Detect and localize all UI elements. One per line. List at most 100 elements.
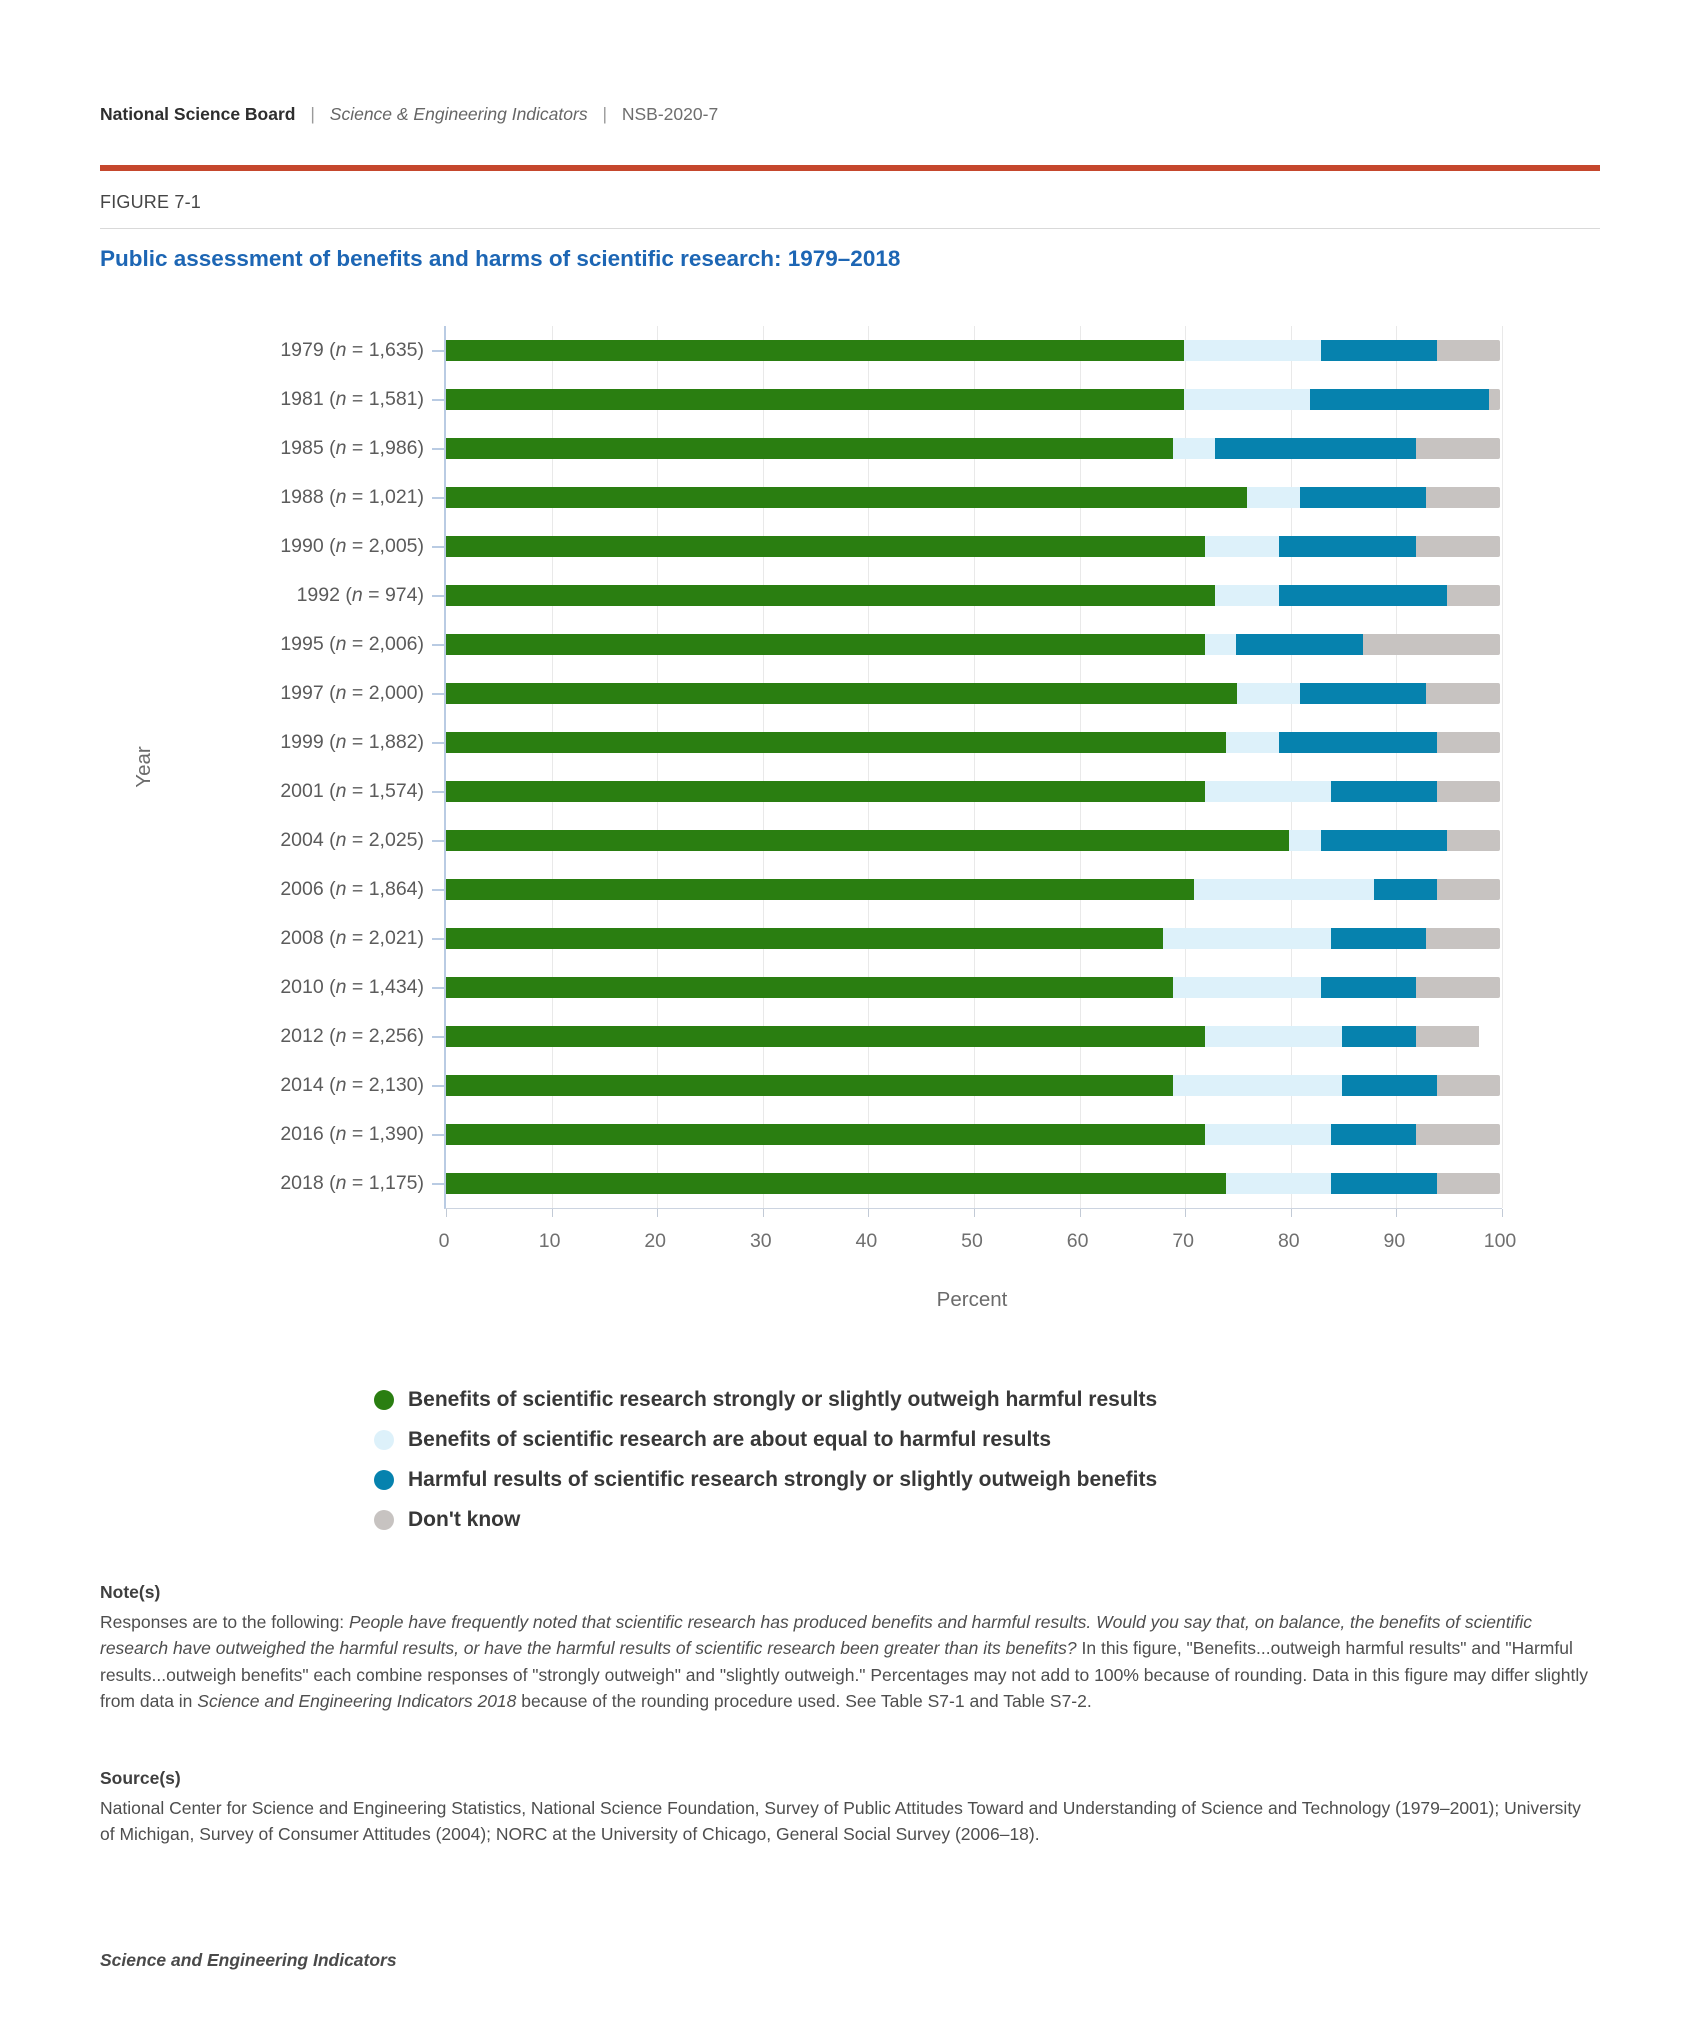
y-tick-mark — [432, 1035, 444, 1038]
bar-row-2004: 2004 (n = 2,025) — [100, 816, 1500, 865]
bar-segment — [1447, 585, 1500, 606]
bar-segment — [1310, 389, 1490, 410]
gridline-40 — [868, 326, 870, 1208]
notes-text: Responses are to the following: People h… — [100, 1609, 1600, 1714]
report-id: NSB-2020-7 — [621, 104, 719, 124]
n-symbol: n — [335, 1172, 347, 1194]
y-tick-mark — [432, 1133, 444, 1136]
bar-row-1997: 1997 (n = 2,000) — [100, 669, 1500, 718]
y-tick-mark — [432, 398, 444, 401]
bar-row-2016: 2016 (n = 1,390) — [100, 1110, 1500, 1159]
bar-segment — [1162, 928, 1332, 949]
bar-segment — [446, 879, 1195, 900]
bar-segment — [1183, 389, 1311, 410]
bar-segment — [1436, 1075, 1500, 1096]
y-tick-label: 2006 (n = 1,864) — [280, 878, 424, 900]
bar-segment — [1278, 585, 1448, 606]
bar-row-1990: 1990 (n = 2,005) — [100, 522, 1500, 571]
bar-segment — [1341, 1075, 1437, 1096]
divider-rule — [100, 228, 1600, 229]
x-tick-label-10: 10 — [538, 1230, 561, 1252]
bar-segment — [1436, 732, 1500, 753]
notes-section: Note(s) Responses are to the following: … — [100, 1582, 1600, 1714]
bar-segment — [446, 1075, 1174, 1096]
n-symbol: n — [335, 829, 347, 851]
bar-segment — [446, 1026, 1205, 1047]
legend-label: Don't know — [408, 1508, 521, 1531]
legend-label: Benefits of scientific research are abou… — [408, 1428, 1052, 1451]
report-header: National Science Board | Science & Engin… — [100, 104, 718, 125]
header-separator: | — [602, 104, 607, 124]
y-tick-label: 1995 (n = 2,006) — [280, 633, 424, 655]
n-symbol: n — [335, 633, 347, 655]
bar-segment — [446, 487, 1248, 508]
x-axis-ticks: 0 10 20 30 40 50 60 70 80 90 100 — [439, 1230, 1517, 1260]
x-tick-label-50: 50 — [961, 1230, 983, 1252]
y-tick-label: 1988 (n = 1,021) — [280, 486, 424, 508]
x-tick-label-20: 20 — [644, 1230, 667, 1252]
gridline-80 — [1290, 326, 1292, 1208]
sources-text: National Center for Science and Engineer… — [100, 1798, 1581, 1845]
axis-tick-60 — [1079, 1209, 1081, 1217]
y-tick-label: 1992 (n = 974) — [296, 584, 424, 606]
legend-label: Benefits of scientific research strongly… — [408, 1388, 1158, 1411]
notes-italic-segment: Science and Engineering Indicators 2018 — [197, 1690, 517, 1711]
y-tick-mark — [432, 839, 444, 842]
publication-name: Science & Engineering Indicators — [329, 104, 588, 124]
bar-track-2010 — [446, 977, 1500, 998]
chart-legend: Benefits of scientific research strongly… — [374, 1380, 1157, 1540]
y-tick-mark — [432, 741, 444, 744]
bar-segment — [446, 830, 1290, 851]
bar-segment — [1341, 1026, 1416, 1047]
bar-segment — [1225, 1173, 1332, 1194]
bar-segment — [446, 389, 1184, 410]
bar-track-2012 — [446, 1026, 1500, 1047]
legend-swatch-icon — [374, 1390, 394, 1410]
y-tick-label: 1997 (n = 2,000) — [280, 682, 424, 704]
bar-track-1990 — [446, 536, 1500, 557]
bar-track-1992 — [446, 585, 1500, 606]
bar-row-1988: 1988 (n = 1,021) — [100, 473, 1500, 522]
n-symbol: n — [335, 437, 347, 459]
bar-segment — [1204, 781, 1332, 802]
gridline-60 — [1079, 326, 1081, 1208]
bar-segment — [1320, 977, 1416, 998]
x-tick-label-70: 70 — [1172, 1230, 1195, 1252]
axis-tick-100 — [1502, 1209, 1503, 1217]
legend-item-1: Benefits of scientific research are abou… — [374, 1420, 1157, 1460]
y-tick-mark — [432, 496, 444, 499]
n-symbol: n — [335, 486, 347, 508]
x-tick-label-30: 30 — [749, 1230, 772, 1252]
bar-segment — [1204, 1026, 1342, 1047]
y-tick-mark — [432, 1084, 444, 1087]
bar-segment — [1415, 977, 1500, 998]
footer-publication: Science and Engineering Indicators — [100, 1950, 397, 1970]
y-tick-label: 2014 (n = 2,130) — [280, 1074, 424, 1096]
y-tick-mark — [432, 692, 444, 695]
n-symbol: n — [351, 584, 363, 606]
bar-segment — [446, 536, 1205, 557]
header-separator: | — [310, 104, 315, 124]
gridline-50 — [974, 326, 975, 1208]
legend-item-3: Don't know — [374, 1500, 1157, 1540]
y-tick-mark — [432, 545, 444, 548]
bar-segment — [446, 1124, 1205, 1145]
bar-track-1979 — [446, 340, 1500, 361]
bar-segment — [1373, 879, 1437, 900]
org-name: National Science Board — [100, 104, 296, 124]
bar-segment — [446, 781, 1205, 802]
bar-segment — [1173, 438, 1216, 459]
bar-segment — [1299, 683, 1427, 704]
axis-tick-0 — [446, 1209, 447, 1217]
y-tick-label: 2018 (n = 1,175) — [280, 1172, 424, 1194]
bar-segment — [446, 634, 1205, 655]
bar-track-2016 — [446, 1124, 1500, 1145]
x-tick-label-100: 100 — [1483, 1230, 1517, 1252]
bar-segment — [1278, 732, 1437, 753]
axis-tick-90 — [1396, 1209, 1398, 1217]
bar-segment — [1320, 340, 1437, 361]
bar-segment — [1183, 340, 1321, 361]
bar-segment — [446, 683, 1237, 704]
axis-tick-70 — [1185, 1209, 1187, 1217]
bar-track-1999 — [446, 732, 1500, 753]
